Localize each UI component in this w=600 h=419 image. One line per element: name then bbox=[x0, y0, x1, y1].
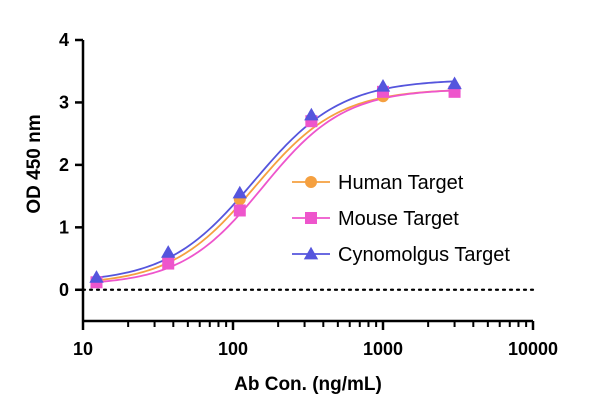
y-tick-label: 1 bbox=[59, 217, 69, 237]
data-point bbox=[89, 270, 104, 283]
fit-curves bbox=[91, 80, 457, 284]
x-tick-label: 100 bbox=[218, 339, 248, 359]
y-tick-label: 2 bbox=[59, 155, 69, 175]
legend-label: Cynomolgus Target bbox=[338, 244, 510, 266]
data-point bbox=[447, 76, 462, 90]
x-tick-label: 10 bbox=[73, 339, 93, 359]
data-point bbox=[304, 107, 319, 121]
legend-marker bbox=[305, 212, 317, 224]
fit-curve bbox=[91, 89, 457, 284]
x-tick-label: 1000 bbox=[363, 339, 403, 359]
legend-item: Human Target bbox=[292, 172, 464, 194]
axes: 0 1 2 3 4 10 100 1000 10000 bbox=[59, 30, 558, 359]
y-tick-label: 3 bbox=[59, 92, 69, 112]
data-point bbox=[162, 257, 175, 270]
data-point bbox=[375, 79, 391, 92]
y-tick-label: 4 bbox=[59, 30, 69, 50]
y-axis-title: OD 450 nm bbox=[24, 114, 45, 213]
x-axis-title: Ab Con. (ng/mL) bbox=[234, 374, 382, 395]
legend-marker bbox=[303, 246, 319, 260]
data-points bbox=[89, 76, 462, 289]
y-tick-label: 0 bbox=[59, 280, 69, 300]
legend-marker bbox=[305, 176, 317, 188]
legend: Human Target Mouse Target Cynomolgus Targe… bbox=[292, 172, 510, 266]
legend-item: Mouse Target bbox=[292, 208, 459, 230]
fit-curve bbox=[91, 80, 457, 280]
legend-label: Human Target bbox=[338, 172, 464, 194]
legend-label: Mouse Target bbox=[338, 208, 459, 230]
x-tick-label: 10000 bbox=[508, 339, 558, 359]
legend-item: Cynomolgus Target bbox=[292, 244, 510, 266]
data-point bbox=[232, 185, 247, 199]
data-point bbox=[233, 204, 246, 217]
data-point bbox=[161, 245, 176, 258]
